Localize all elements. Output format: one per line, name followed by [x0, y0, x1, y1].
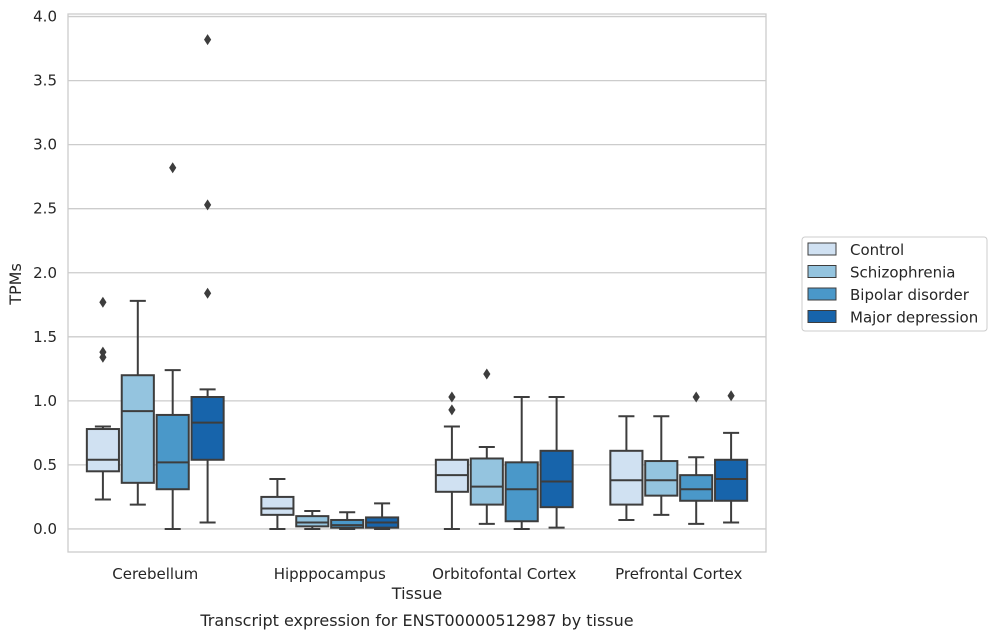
box-body [539, 449, 574, 509]
outlier-point [692, 391, 700, 403]
legend-swatch [807, 242, 837, 256]
y-tick-label: 2.0 [33, 264, 57, 282]
legend-swatch [807, 310, 837, 323]
box-series [85, 34, 749, 530]
box-major-depression [539, 396, 574, 529]
outlier-point [169, 162, 177, 174]
box-body [644, 460, 679, 497]
box-bipolar-disorder [679, 391, 714, 525]
box-body [469, 457, 504, 506]
x-tick-labels: Cerebellum Hipppocampus Orbitofontal Corte… [112, 565, 742, 583]
box-body [679, 474, 714, 502]
y-axis-label: TPMs [6, 263, 25, 306]
y-tick-label: 4.0 [33, 8, 57, 26]
box-major-depression [714, 390, 749, 524]
x-axis-label: Tissue [391, 584, 442, 603]
legend-label: Bipolar disorder [850, 286, 970, 304]
box-schizophrenia [644, 415, 679, 516]
legend-frame [801, 236, 988, 332]
box-major-depression [365, 502, 400, 530]
box-control [434, 391, 469, 530]
outlier-point [204, 199, 212, 211]
box-body [260, 495, 295, 516]
box-body [190, 396, 225, 461]
y-tick-label: 1.0 [33, 392, 57, 410]
legend-label: Major depression [850, 309, 978, 327]
box-schizophrenia [295, 510, 330, 530]
outlier-point [727, 390, 735, 402]
y-tick-label: 1.5 [33, 328, 57, 346]
box-body [120, 374, 155, 484]
box-body [85, 428, 120, 473]
box-body [504, 461, 539, 523]
outlier-point [483, 368, 491, 380]
box-body [714, 458, 749, 502]
box-bipolar-disorder [504, 396, 539, 530]
outlier-point [448, 404, 456, 416]
x-tick-label: Prefrontal Cortex [615, 565, 742, 583]
box-major-depression [190, 34, 225, 524]
box-body [330, 518, 365, 529]
chart-caption: Transcript expression for ENST0000051298… [199, 611, 633, 630]
box-body [155, 413, 190, 491]
box-control [609, 415, 644, 521]
y-tick-label: 3.5 [33, 72, 57, 90]
legend-label: Schizophrenia [850, 264, 955, 282]
outlier-point [99, 346, 107, 358]
legend-swatch [807, 287, 837, 301]
legend-swatch [807, 265, 837, 278]
legend: Control Schizophrenia Bipolar disorder Majo… [801, 236, 988, 332]
box-body [609, 449, 644, 506]
box-bipolar-disorder [330, 511, 365, 530]
box-schizophrenia [120, 299, 155, 506]
y-tick-label: 0.5 [33, 456, 57, 474]
box-schizophrenia [469, 368, 504, 525]
box-control [85, 296, 120, 501]
outlier-point [204, 287, 212, 299]
x-tick-label: Hipppocampus [274, 565, 386, 583]
y-tick-label: 3.0 [33, 136, 57, 154]
box-body [295, 515, 330, 528]
legend-label: Control [850, 241, 904, 259]
outlier-point [448, 391, 456, 403]
y-tick-labels: 0.0 0.5 1.0 1.5 2.0 2.5 3.0 3.5 4.0 [33, 8, 57, 538]
y-tick-label: 0.0 [33, 520, 57, 538]
outlier-point [99, 296, 107, 308]
plot-frame [67, 13, 767, 553]
x-tick-label: Orbitofontal Cortex [432, 565, 576, 583]
box-bipolar-disorder [155, 162, 190, 530]
y-tick-label: 2.5 [33, 200, 57, 218]
outlier-point [204, 34, 212, 46]
box-control [260, 477, 295, 530]
x-tick-label: Cerebellum [112, 565, 198, 583]
